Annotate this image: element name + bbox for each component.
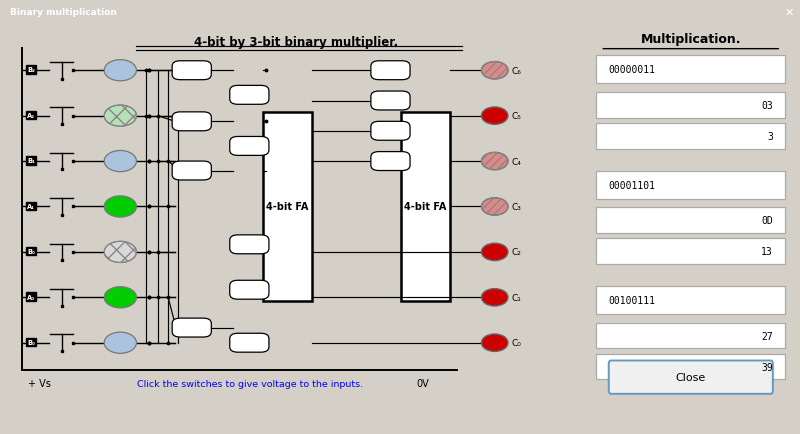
Text: + Vs: + Vs [28, 378, 51, 388]
Circle shape [104, 287, 137, 308]
Circle shape [482, 334, 508, 352]
Text: 00100111: 00100111 [609, 296, 656, 306]
FancyBboxPatch shape [609, 361, 773, 394]
Circle shape [482, 198, 508, 216]
FancyBboxPatch shape [371, 62, 410, 81]
Text: 13: 13 [761, 247, 773, 256]
Text: Click the switches to give voltage to the inputs.: Click the switches to give voltage to th… [137, 379, 363, 388]
Text: 0D: 0D [761, 216, 773, 226]
Circle shape [482, 62, 508, 80]
Circle shape [104, 151, 137, 172]
Text: A₀: A₀ [27, 294, 35, 300]
FancyBboxPatch shape [263, 112, 312, 301]
FancyBboxPatch shape [172, 112, 211, 132]
FancyBboxPatch shape [596, 171, 786, 200]
Circle shape [482, 243, 508, 261]
Text: 00000011: 00000011 [609, 65, 656, 75]
Text: C₄: C₄ [512, 157, 522, 166]
FancyBboxPatch shape [371, 152, 410, 171]
Circle shape [104, 242, 137, 263]
FancyBboxPatch shape [371, 92, 410, 111]
Text: B₂: B₂ [27, 67, 35, 73]
Text: Close: Close [676, 372, 706, 382]
Text: Result:: Result: [600, 290, 636, 300]
Text: B₀: B₀ [27, 339, 35, 345]
Text: 03: 03 [761, 100, 773, 110]
FancyBboxPatch shape [230, 235, 269, 254]
Text: C₁: C₁ [512, 293, 522, 302]
Circle shape [104, 332, 137, 354]
Text: 00001101: 00001101 [609, 180, 656, 190]
FancyBboxPatch shape [230, 86, 269, 105]
Text: Multiplier:: Multiplier: [600, 60, 653, 70]
Circle shape [482, 108, 508, 125]
FancyBboxPatch shape [172, 319, 211, 337]
FancyBboxPatch shape [596, 124, 786, 149]
Text: Binary multiplication: Binary multiplication [10, 8, 118, 17]
Text: A₂: A₂ [27, 113, 35, 118]
Text: C₆: C₆ [512, 66, 522, 76]
Circle shape [482, 289, 508, 306]
Text: 4-bit FA: 4-bit FA [405, 202, 446, 212]
FancyBboxPatch shape [596, 92, 786, 118]
FancyBboxPatch shape [596, 208, 786, 233]
FancyBboxPatch shape [596, 323, 786, 349]
Circle shape [104, 106, 137, 127]
Text: B₀: B₀ [27, 249, 35, 255]
Text: B₁: B₁ [27, 158, 35, 164]
Circle shape [104, 60, 137, 82]
Text: A₁: A₁ [27, 203, 35, 209]
Text: C₀: C₀ [512, 339, 522, 347]
FancyBboxPatch shape [172, 162, 211, 181]
Text: 27: 27 [761, 331, 773, 341]
FancyBboxPatch shape [230, 333, 269, 352]
FancyBboxPatch shape [596, 239, 786, 264]
Text: 4-bit FA: 4-bit FA [266, 202, 309, 212]
FancyBboxPatch shape [172, 62, 211, 81]
Text: 4-bit by 3-bit binary multiplier.: 4-bit by 3-bit binary multiplier. [194, 36, 398, 49]
Text: ✕: ✕ [785, 7, 794, 17]
FancyBboxPatch shape [371, 122, 410, 141]
Text: C₃: C₃ [512, 203, 522, 211]
FancyBboxPatch shape [596, 56, 786, 84]
Text: 3: 3 [767, 132, 773, 141]
FancyBboxPatch shape [596, 354, 786, 380]
Text: 39: 39 [761, 362, 773, 372]
FancyBboxPatch shape [230, 137, 269, 156]
Text: C₅: C₅ [512, 112, 522, 121]
Circle shape [104, 197, 137, 217]
Text: Multiplicand:: Multiplicand: [600, 175, 667, 185]
Circle shape [482, 153, 508, 171]
FancyBboxPatch shape [596, 286, 786, 315]
FancyBboxPatch shape [230, 281, 269, 299]
Text: C₂: C₂ [512, 248, 522, 257]
Text: 0V: 0V [416, 378, 429, 388]
Text: Multiplication.: Multiplication. [641, 33, 741, 46]
FancyBboxPatch shape [401, 112, 450, 301]
